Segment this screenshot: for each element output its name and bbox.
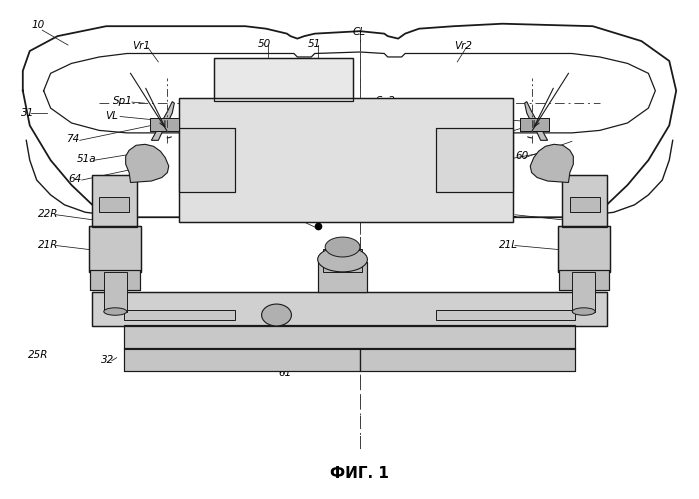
Polygon shape (525, 102, 547, 140)
Bar (561, 175, 607, 227)
Text: 50: 50 (258, 38, 271, 48)
Bar (104, 272, 127, 311)
Bar (323, 249, 362, 272)
Bar (558, 226, 610, 272)
Text: 21R: 21R (38, 240, 59, 250)
Text: 74: 74 (66, 134, 79, 144)
Text: 20: 20 (145, 358, 158, 368)
Text: 75: 75 (372, 165, 385, 175)
Text: Gc: Gc (302, 214, 316, 224)
Text: θ2: θ2 (421, 118, 434, 128)
Bar (179, 98, 513, 222)
Ellipse shape (261, 304, 291, 326)
Text: 52: 52 (332, 146, 345, 156)
Bar (214, 58, 353, 101)
Bar (436, 310, 575, 320)
Bar (179, 98, 513, 222)
Bar (561, 175, 607, 227)
Bar (559, 270, 609, 290)
Bar (92, 292, 607, 326)
Bar (559, 270, 609, 290)
Bar (124, 348, 360, 371)
Bar (92, 175, 138, 227)
Bar (520, 118, 549, 131)
Text: VL: VL (454, 110, 467, 121)
Bar (124, 325, 575, 349)
Bar (318, 262, 367, 292)
Bar (92, 292, 607, 326)
Text: 22L: 22L (499, 209, 518, 219)
Bar (124, 325, 575, 349)
Text: 31: 31 (22, 108, 35, 118)
Text: CL: CL (353, 27, 366, 37)
Text: 10: 10 (31, 20, 45, 30)
Text: 65: 65 (431, 165, 445, 175)
Text: θ1: θ1 (154, 119, 166, 129)
Text: ФИГ. 1: ФИГ. 1 (331, 466, 389, 482)
Ellipse shape (317, 247, 368, 272)
Text: 51: 51 (308, 38, 321, 48)
Text: 25R: 25R (29, 350, 49, 360)
Text: 42: 42 (265, 360, 278, 370)
Text: Vr1: Vr1 (133, 41, 150, 51)
Bar (436, 128, 513, 193)
Text: 32: 32 (490, 355, 503, 365)
Text: 21L: 21L (499, 240, 518, 250)
Text: 25L: 25L (520, 355, 539, 365)
Bar (150, 118, 179, 131)
Bar (558, 226, 610, 272)
Text: 51a: 51a (77, 154, 96, 164)
Bar (124, 348, 360, 371)
Ellipse shape (572, 308, 596, 315)
Bar (520, 118, 549, 131)
Bar (124, 310, 235, 320)
Text: Vr2: Vr2 (454, 41, 472, 51)
Bar (360, 348, 575, 371)
Text: 52a: 52a (438, 181, 458, 191)
Text: Sp2: Sp2 (376, 96, 396, 106)
Text: 40: 40 (188, 360, 201, 370)
Bar (99, 198, 129, 212)
Bar (360, 348, 575, 371)
Text: 71: 71 (244, 194, 257, 204)
Bar (90, 270, 140, 290)
Text: 61: 61 (278, 368, 291, 378)
Bar (570, 198, 600, 212)
Bar (179, 128, 235, 193)
Bar (89, 226, 141, 272)
Text: 60: 60 (515, 151, 528, 161)
Text: 32: 32 (101, 355, 115, 365)
Bar (90, 270, 140, 290)
Ellipse shape (103, 308, 127, 315)
Polygon shape (531, 144, 573, 183)
Bar (92, 175, 138, 227)
Text: VL: VL (105, 110, 117, 121)
Ellipse shape (325, 237, 360, 257)
Bar (150, 118, 179, 131)
Text: 64: 64 (68, 174, 81, 184)
Text: 22R: 22R (38, 209, 59, 219)
Polygon shape (152, 102, 174, 140)
Bar (214, 58, 353, 101)
Polygon shape (126, 144, 168, 183)
Bar (89, 226, 141, 272)
Bar (572, 272, 595, 311)
Text: 63: 63 (391, 345, 405, 355)
Bar (179, 128, 235, 193)
Bar (436, 128, 513, 193)
Text: Sp1: Sp1 (113, 96, 133, 106)
Bar (318, 262, 367, 292)
